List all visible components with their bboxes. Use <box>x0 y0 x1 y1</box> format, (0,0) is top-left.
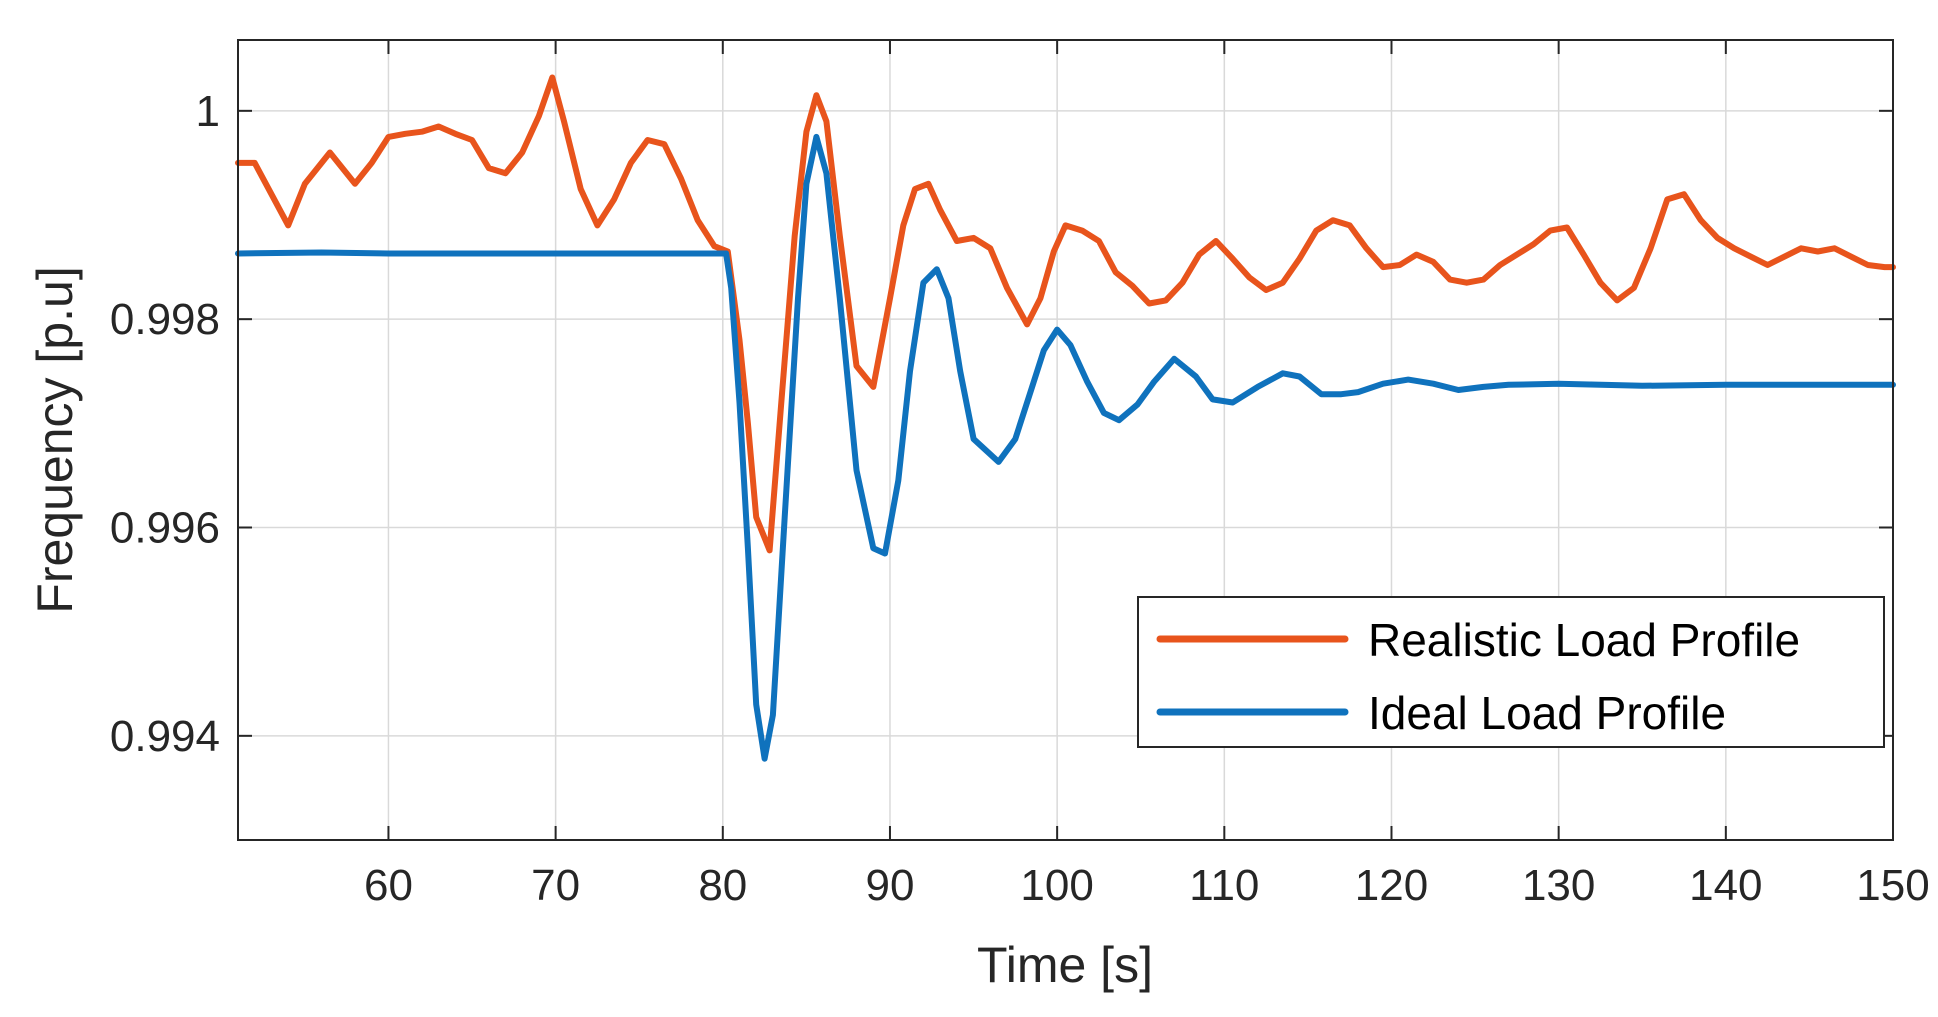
legend-label-ideal: Ideal Load Profile <box>1368 687 1726 739</box>
x-axis-label: Time [s] <box>977 937 1153 993</box>
y-tick-label: 0.996 <box>110 504 220 553</box>
x-tick-label: 100 <box>1020 861 1093 910</box>
y-tick-label: 0.994 <box>110 712 220 761</box>
y-tick-label: 0.998 <box>110 295 220 344</box>
legend: Realistic Load Profile Ideal Load Profil… <box>1137 596 1885 748</box>
ticks <box>238 40 1894 840</box>
x-tick-label: 110 <box>1189 861 1259 910</box>
x-tick-label: 140 <box>1689 861 1762 910</box>
series-line-realistic <box>235 74 1896 554</box>
x-tick-label: 70 <box>531 861 580 910</box>
legend-box <box>1137 596 1885 748</box>
x-tick-label: 150 <box>1856 861 1929 910</box>
legend-label-realistic: Realistic Load Profile <box>1368 614 1800 666</box>
x-tick-label: 130 <box>1522 861 1595 910</box>
x-tick-label: 60 <box>364 861 413 910</box>
series-line-ideal <box>235 133 1896 762</box>
tick-labels: 60 70 80 90 100 110 120 130 140 150 0.994 0.996 0.99… <box>110 87 1930 910</box>
axes-box <box>237 39 1894 841</box>
y-tick-label: 1 <box>196 87 220 136</box>
x-tick-label: 90 <box>865 861 914 910</box>
x-tick-label: 80 <box>698 861 747 910</box>
y-axis-label: Frequency [p.u] <box>27 266 83 613</box>
series-layer <box>235 74 1896 762</box>
x-tick-label: 120 <box>1355 861 1428 910</box>
